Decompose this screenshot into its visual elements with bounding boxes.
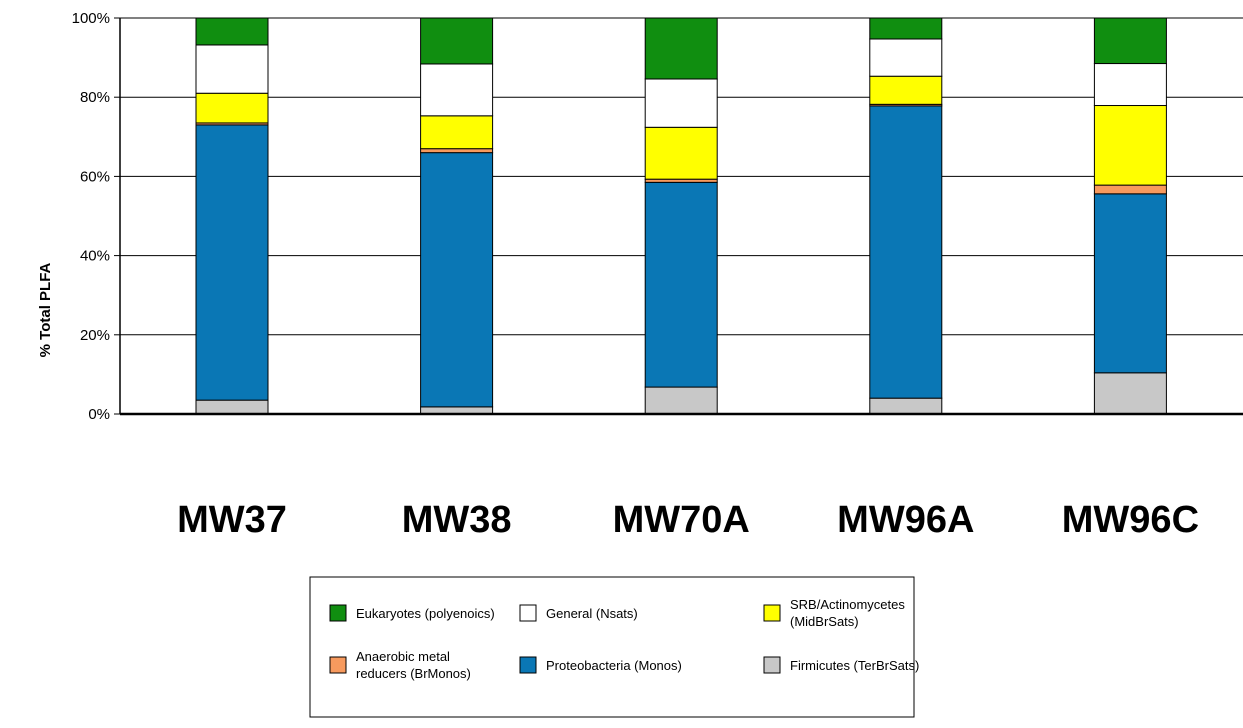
bar-segment xyxy=(869,75,943,105)
category-label: MW37 xyxy=(177,499,287,541)
legend-label: General (Nsats) xyxy=(546,606,638,621)
bar-segment xyxy=(1093,105,1167,186)
legend-label: Anaerobic metal reducers (BrMonos) xyxy=(356,649,471,681)
bar-segment xyxy=(644,181,718,388)
legend-box xyxy=(309,576,915,718)
legend-label: Eukaryotes (polyenoics) xyxy=(356,606,495,621)
category-label: MW38 xyxy=(402,499,512,541)
legend-label: SRB/Actinomycetes (MidBrSats) xyxy=(790,597,905,629)
y-axis-label: % Total PLFA xyxy=(37,262,54,357)
legend: Eukaryotes (polyenoics) General (Nsats) SR… xyxy=(309,576,919,718)
legend-label: Proteobacteria (Monos) xyxy=(546,658,682,673)
bar-segment xyxy=(644,17,718,80)
y-tick-label: 80% xyxy=(80,89,110,106)
bar-segment xyxy=(869,17,943,40)
category-labels: MW37 MW38 MW70A MW96A MW96C xyxy=(177,499,1199,541)
legend-swatch xyxy=(519,604,537,622)
bars xyxy=(195,17,1167,415)
bar-segment xyxy=(195,44,269,94)
bar-segment xyxy=(1093,372,1167,415)
bar-segment xyxy=(195,124,269,401)
legend-swatch xyxy=(329,656,347,674)
y-tick-label: 40% xyxy=(80,248,110,265)
bar-segment xyxy=(195,92,269,124)
bar-segment xyxy=(644,126,718,180)
category-label: MW70A xyxy=(613,499,750,541)
bar-segment xyxy=(644,78,718,128)
bar-segment xyxy=(195,17,269,46)
category-label: MW96A xyxy=(837,499,974,541)
bar-segment xyxy=(869,38,943,77)
y-tick-label: 100% xyxy=(72,10,110,27)
bar-segment xyxy=(869,397,943,415)
legend-swatch xyxy=(763,604,781,622)
bar-segment xyxy=(420,152,494,408)
legend-swatch xyxy=(329,604,347,622)
category-label: MW96C xyxy=(1062,499,1199,541)
bar-segment xyxy=(1093,184,1167,195)
y-tick-label: 20% xyxy=(80,327,110,344)
bar-segment xyxy=(869,105,943,399)
y-tick-label: 60% xyxy=(80,168,110,185)
y-tick-labels: 0% 20% 40% 60% 80% 100% xyxy=(72,10,110,423)
bar-segment xyxy=(420,17,494,65)
legend-label: Firmicutes (TerBrSats) xyxy=(790,658,919,673)
bar-segment xyxy=(644,386,718,415)
bar-segment xyxy=(420,115,494,150)
bar-segment xyxy=(1093,193,1167,374)
legend-swatch xyxy=(763,656,781,674)
legend-swatch xyxy=(519,656,537,674)
axes xyxy=(119,18,1243,416)
bar-segment xyxy=(420,63,494,117)
bar-segment xyxy=(195,399,269,415)
bar-segment xyxy=(1093,63,1167,107)
bar-segment xyxy=(1093,17,1167,65)
y-tick-label: 0% xyxy=(88,406,110,423)
bar-segment xyxy=(420,148,494,154)
